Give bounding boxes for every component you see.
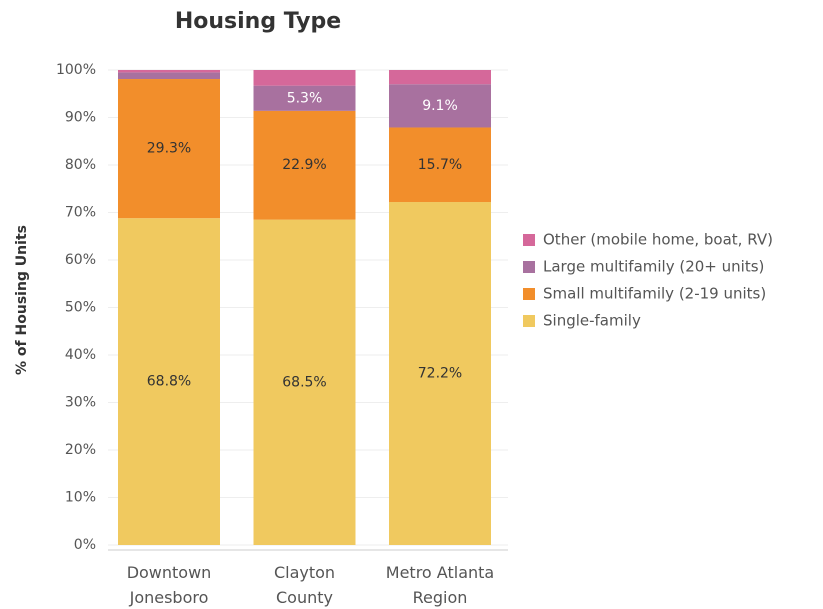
bar-segment	[253, 219, 356, 545]
bar-segment	[253, 85, 356, 111]
data-label: 22.9%	[282, 157, 326, 173]
bar-segment	[118, 218, 220, 545]
legend-swatch	[523, 315, 535, 327]
legend-label: Single-family	[543, 312, 641, 330]
y-tick-label: 50%	[65, 300, 96, 316]
data-label: 72.2%	[418, 366, 462, 382]
bar-segment	[118, 79, 220, 219]
x-tick-label: Clayton County	[273, 563, 336, 607]
data-label: 15.7%	[418, 157, 462, 173]
y-tick-label: 30%	[65, 395, 96, 411]
bar-segment	[389, 70, 491, 85]
y-tick-label: 80%	[65, 157, 96, 173]
y-tick-label: 90%	[65, 110, 96, 126]
legend-swatch	[523, 261, 535, 273]
bar-segment	[389, 84, 491, 128]
y-tick-label: 60%	[65, 252, 96, 268]
data-label: 68.8%	[147, 374, 191, 390]
legend-swatch	[523, 288, 535, 300]
y-tick-label: 40%	[65, 347, 96, 363]
y-tick-label: 100%	[56, 62, 96, 78]
y-tick-label: 0%	[74, 537, 96, 553]
y-tick-label: 70%	[65, 205, 96, 221]
legend-label: Other (mobile home, boat, RV)	[543, 231, 773, 249]
bar-segment	[118, 70, 220, 73]
legend-swatch	[523, 234, 535, 246]
data-label: 5.3%	[287, 90, 323, 106]
bar-segment	[389, 127, 491, 203]
legend-label: Large multifamily (20+ units)	[543, 258, 764, 276]
y-axis-label: % of Housing Units	[14, 225, 30, 375]
x-tick-label: Metro Atlanta Region	[385, 563, 495, 607]
bar-segment	[253, 70, 356, 86]
bar-segment	[389, 202, 491, 546]
bar-segment	[253, 110, 356, 220]
data-label: 68.5%	[282, 374, 326, 390]
legend-label: Small multifamily (2-19 units)	[543, 285, 766, 303]
chart-title: Housing Type	[175, 9, 341, 34]
data-label: 9.1%	[422, 98, 458, 114]
y-tick-label: 10%	[65, 490, 96, 506]
data-label: 29.3%	[147, 141, 191, 157]
x-tick-label: Downtown Jonesboro	[126, 563, 212, 607]
bar-segment	[118, 72, 220, 80]
y-tick-label: 20%	[65, 442, 96, 458]
